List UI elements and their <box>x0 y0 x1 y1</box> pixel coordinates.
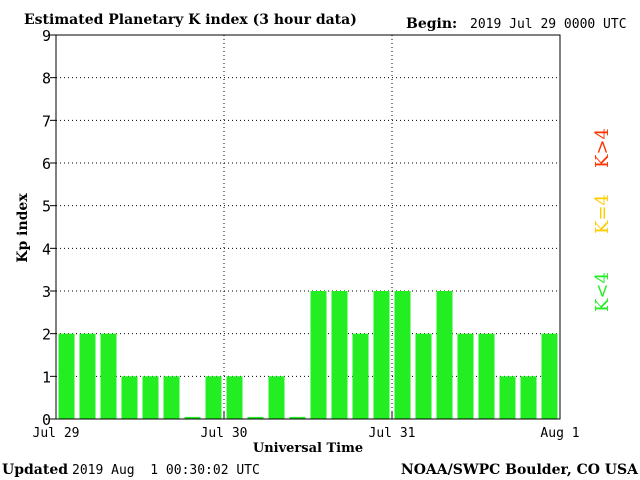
x-ticks: Jul 29 Jul 30 Jul 31 Aug 1 <box>33 411 580 441</box>
y-ticks: 0 1 2 3 4 5 6 7 8 9 <box>42 27 56 429</box>
legend-low: K<4 <box>592 272 613 312</box>
source-credit: NOAA/SWPC Boulder, CO USA <box>401 462 639 478</box>
kp-bar <box>310 291 327 419</box>
kp-bar <box>247 416 264 419</box>
y-tick-label: 7 <box>42 112 51 130</box>
x-axis-label: Universal Time <box>253 441 363 456</box>
kp-bar <box>268 376 285 419</box>
y-tick-label: 8 <box>42 70 51 88</box>
kp-bar <box>121 376 138 419</box>
y-tick-label: 4 <box>42 240 51 258</box>
y-axis-label: Kp index <box>15 193 31 263</box>
kp-bar <box>520 376 537 419</box>
legend-high: K>4 <box>592 128 613 168</box>
y-tick-label: 9 <box>42 27 51 45</box>
x-tick-label: Jul 31 <box>369 426 416 441</box>
kp-bar <box>499 376 516 419</box>
y-tick-label: 3 <box>42 283 51 301</box>
updated-value: 2019 Aug 1 00:30:02 UTC <box>72 463 260 478</box>
begin-label: Begin: <box>406 16 457 32</box>
kp-bar <box>373 291 390 419</box>
begin-value: 2019 Jul 29 0000 UTC <box>470 17 627 32</box>
y-tick-label: 1 <box>42 368 51 386</box>
kp-bar <box>58 333 75 419</box>
plot-frame <box>55 34 561 420</box>
kp-bar <box>205 376 222 419</box>
x-tick-label: Jul 29 <box>33 426 80 441</box>
kp-bar <box>352 333 369 419</box>
x-tick-label: Jul 30 <box>201 426 248 441</box>
kp-bar <box>415 333 432 419</box>
kp-bar <box>226 376 243 419</box>
bars <box>58 291 558 419</box>
kp-bar <box>394 291 411 419</box>
grid-lines <box>56 35 560 419</box>
kp-bar <box>79 333 96 419</box>
kp-bar <box>184 416 201 419</box>
kp-bar <box>478 333 495 419</box>
kp-bar <box>163 376 180 419</box>
kp-bar <box>457 333 474 419</box>
kp-bar <box>436 291 453 419</box>
y-tick-label: 6 <box>42 155 51 173</box>
kp-bar <box>289 416 306 419</box>
y-tick-label: 2 <box>42 326 51 344</box>
y-tick-label: 0 <box>42 411 51 429</box>
x-tick-label: Aug 1 <box>540 426 579 441</box>
kp-bar <box>541 333 558 419</box>
chart-title: Estimated Planetary K index (3 hour data… <box>24 12 357 28</box>
legend-equal: K=4 <box>592 194 613 234</box>
kp-bar <box>331 291 348 419</box>
kp-bar <box>142 376 159 419</box>
y-tick-label: 5 <box>42 198 51 216</box>
kp-bar <box>100 333 117 419</box>
updated-label: Updated <box>2 462 68 478</box>
